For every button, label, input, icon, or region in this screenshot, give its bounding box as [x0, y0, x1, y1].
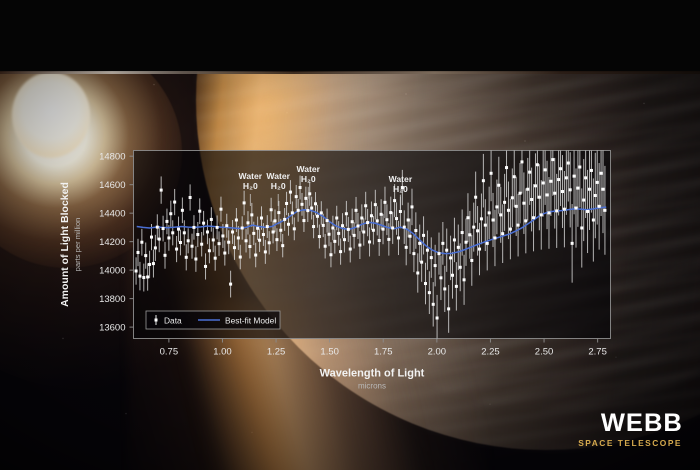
header-bar — [0, 0, 700, 72]
annotation-water-formula: H₂0 — [301, 174, 316, 184]
annotation-water-label: Water — [296, 164, 320, 174]
y-tick-label: 14600 — [99, 180, 125, 191]
y-tick-label: 14200 — [99, 237, 125, 248]
legend: Data Best-fit Model — [145, 310, 281, 330]
legend-label-model: Best-fit Model — [225, 316, 276, 326]
y-tick-label: 13800 — [99, 294, 125, 305]
y-tick-label: 14800 — [99, 152, 125, 163]
annotation-water-label: Water — [266, 171, 290, 181]
x-tick-label: 2.00 — [428, 347, 447, 358]
webb-subtitle: SPACE TELESCOPE — [578, 438, 682, 448]
x-tick-label: 0.75 — [160, 347, 179, 358]
annotation-water-formula: H₂0 — [271, 181, 286, 191]
webb-wordmark: WEBB — [601, 409, 684, 438]
header-divider — [0, 71, 700, 74]
x-tick-label: 1.00 — [213, 347, 232, 358]
y-tick-label: 14400 — [99, 209, 125, 220]
x-tick-label: 1.50 — [320, 347, 339, 358]
x-tick-label: 2.25 — [481, 347, 500, 358]
y-axis-subtitle: parts per million — [73, 218, 82, 272]
y-axis-title: Amount of Light Blocked — [59, 182, 71, 307]
annotation-water-label: Water — [389, 174, 413, 184]
y-tick-label: 13600 — [99, 323, 125, 334]
webb-logo: WEBB SPACE TELESCOPE — [578, 409, 684, 448]
x-tick-label: 2.50 — [535, 347, 554, 358]
best-fit-model-line — [136, 206, 607, 255]
x-axis-subtitle: microns — [358, 382, 386, 391]
x-tick-label: 1.25 — [267, 347, 286, 358]
x-tick-label: 1.75 — [374, 347, 393, 358]
x-axis-title: Wavelength of Light — [320, 368, 425, 380]
annotation-water-formula: H₂0 — [243, 181, 258, 191]
x-tick-label: 2.75 — [588, 347, 607, 358]
data-points — [134, 158, 607, 320]
legend-label-data: Data — [164, 316, 182, 326]
annotation-water-label: Water — [239, 171, 263, 181]
y-tick-label: 14000 — [99, 266, 125, 277]
annotation-water-formula: H₂0 — [393, 184, 408, 194]
